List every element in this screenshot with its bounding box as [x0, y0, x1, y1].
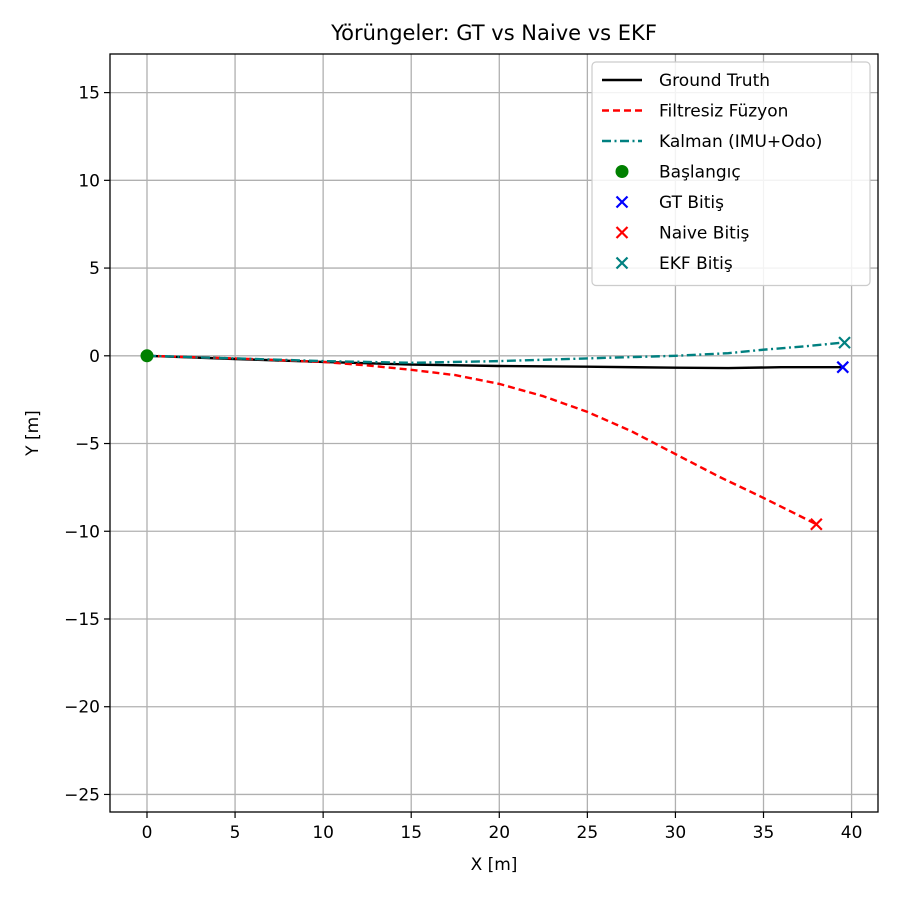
legend: Ground Truth Filtresiz Füzyon Kalman (IMU+… [591, 61, 871, 287]
ticks: 0 5 10 15 20 25 30 35 40 −25 −20 −15 −10 −5 0 5 10 15 [64, 84, 862, 843]
scatter-point-gt-biti-stroke [836, 360, 850, 374]
x-tick-label: 40 [841, 823, 863, 843]
y-tick-label: 15 [78, 84, 100, 104]
x-tick-label: 30 [665, 823, 687, 843]
y-tick-label: −10 [64, 522, 100, 542]
scatter-point-ekf-biti-stroke [838, 336, 851, 349]
legend-box [591, 61, 871, 287]
series-layer [140, 336, 851, 531]
x-tick-label: 35 [753, 823, 775, 843]
y-tick-label: 5 [89, 259, 100, 279]
legend-swatch-ekf-biti-stroke [615, 256, 629, 270]
y-tick-label: −15 [64, 610, 100, 630]
x-tick-label: 5 [230, 823, 241, 843]
scatter-point-ba-lang [140, 349, 154, 363]
x-tick-label: 25 [577, 823, 599, 843]
legend-swatch-naive-biti [615, 226, 629, 239]
legend-swatch-gt-biti-stroke [615, 195, 629, 209]
series-line-kalman-imu-odo [146, 341, 843, 364]
scatter-point-ekf-biti [838, 336, 851, 349]
y-tick-label: −20 [64, 698, 100, 718]
y-tick-label: 0 [89, 347, 100, 367]
x-tick-label: 0 [142, 823, 153, 843]
x-tick-label: 15 [400, 823, 422, 843]
scatter-point-naive-biti-stroke [810, 517, 823, 531]
legend-swatch-ekf-biti [615, 256, 629, 270]
scatter-point-gt-biti [836, 360, 850, 374]
legend-label-gt-biti: GT Bitiş [659, 193, 724, 213]
legend-swatch-gt-biti [615, 195, 629, 209]
series-line-filtresiz-f-zyon [146, 354, 817, 526]
legend-label-ekf-biti: EKF Bitiş [659, 254, 733, 274]
plot-frame [109, 53, 879, 813]
y-tick-label: 10 [78, 171, 100, 191]
legend-label-filtresiz-f-zyon: Filtresiz Füzyon [659, 102, 788, 122]
x-axis-label: X [m] [471, 855, 518, 875]
y-tick-label: −5 [75, 435, 100, 455]
x-tick-label: 10 [312, 823, 334, 843]
y-tick-label: −25 [64, 785, 100, 805]
legend-label-kalman-imu-odo: Kalman (IMU+Odo) [659, 132, 822, 152]
legend-label-ground-truth: Ground Truth [659, 71, 770, 91]
x-tick-label: 20 [488, 823, 510, 843]
legend-label-ba-lang: Başlangıç [659, 163, 741, 183]
chart-title: Yörüngeler: GT vs Naive vs EKF [330, 21, 657, 45]
scatter-point-naive-biti [810, 517, 823, 531]
y-axis-label: Y [m] [23, 410, 43, 457]
legend-label-naive-biti: Naive Bitiş [659, 224, 750, 244]
legend-swatch-naive-biti-stroke [615, 226, 629, 239]
legend-swatch-ba-lang [615, 165, 629, 178]
